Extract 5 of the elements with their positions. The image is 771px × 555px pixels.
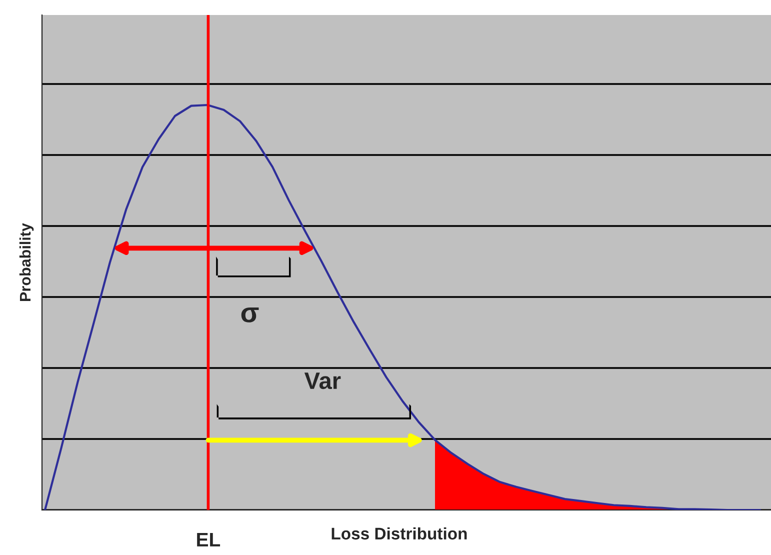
y-axis-title: Probability bbox=[19, 223, 34, 301]
x-axis-title: Loss Distribution bbox=[332, 527, 467, 540]
text: EL bbox=[197, 532, 220, 546]
annotation: σ bbox=[241, 307, 259, 322]
annotation: Var bbox=[304, 372, 341, 390]
